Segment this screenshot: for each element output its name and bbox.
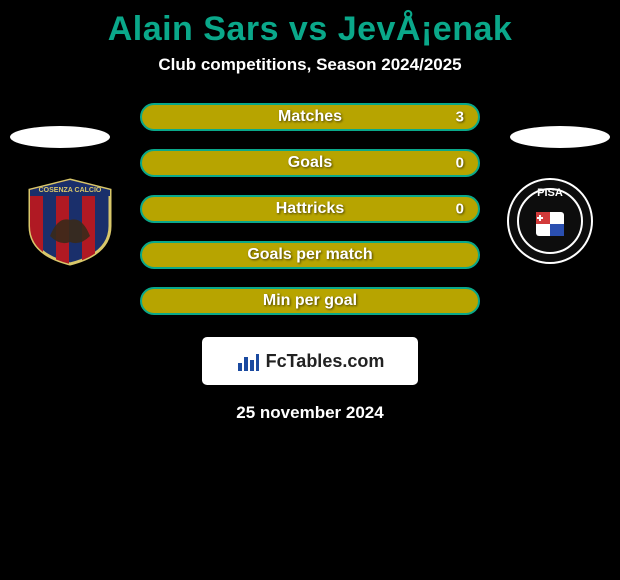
shield-icon: COSENZA CALCIO — [20, 176, 120, 266]
stat-row-goals: Goals 0 — [140, 149, 480, 177]
stat-row-matches: Matches 3 — [140, 103, 480, 131]
attribution-box: FcTables.com — [202, 337, 418, 385]
crest-left-label: COSENZA CALCIO — [39, 187, 102, 194]
page-title: Alain Sars vs JevÅ¡enak — [0, 0, 620, 55]
player-photo-right — [510, 126, 610, 148]
stat-right-value: 3 — [456, 109, 464, 126]
subtitle: Club competitions, Season 2024/2025 — [0, 55, 620, 75]
stat-label: Goals — [288, 154, 332, 172]
stat-row-goals-per-match: Goals per match — [140, 241, 480, 269]
stat-right-value: 0 — [456, 201, 464, 218]
stat-row-hattricks: Hattricks 0 — [140, 195, 480, 223]
crest-right-label: PISA — [537, 187, 563, 199]
stat-right-value: 0 — [456, 155, 464, 172]
comparison-card: Alain Sars vs JevÅ¡enak Club competition… — [0, 0, 620, 580]
circle-crest-icon: PISA — [500, 176, 600, 266]
date-text: 25 november 2024 — [0, 403, 620, 423]
player-photo-left — [10, 126, 110, 148]
content-wrap: Alain Sars vs JevÅ¡enak Club competition… — [0, 0, 620, 423]
bar-chart-icon — [236, 349, 260, 373]
club-crest-left: COSENZA CALCIO — [20, 176, 120, 266]
stat-label: Min per goal — [263, 292, 357, 310]
stat-label: Matches — [278, 108, 342, 126]
club-crest-right: PISA — [500, 176, 600, 266]
stat-row-min-per-goal: Min per goal — [140, 287, 480, 315]
attribution-text: FcTables.com — [266, 351, 385, 372]
stat-label: Hattricks — [276, 200, 344, 218]
stat-label: Goals per match — [247, 246, 372, 264]
